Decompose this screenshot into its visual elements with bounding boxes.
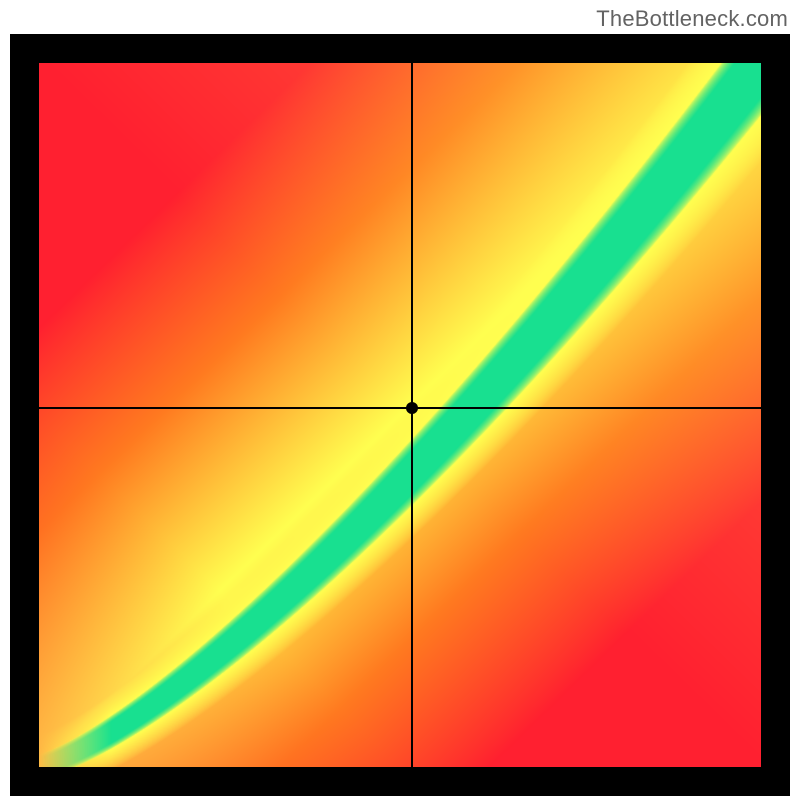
bottleneck-heatmap: [39, 63, 761, 767]
data-point-marker: [406, 402, 418, 414]
watermark-text: TheBottleneck.com: [596, 6, 788, 32]
crosshair-vertical: [411, 63, 413, 767]
crosshair-horizontal: [39, 407, 761, 409]
plot-frame: [10, 34, 790, 796]
